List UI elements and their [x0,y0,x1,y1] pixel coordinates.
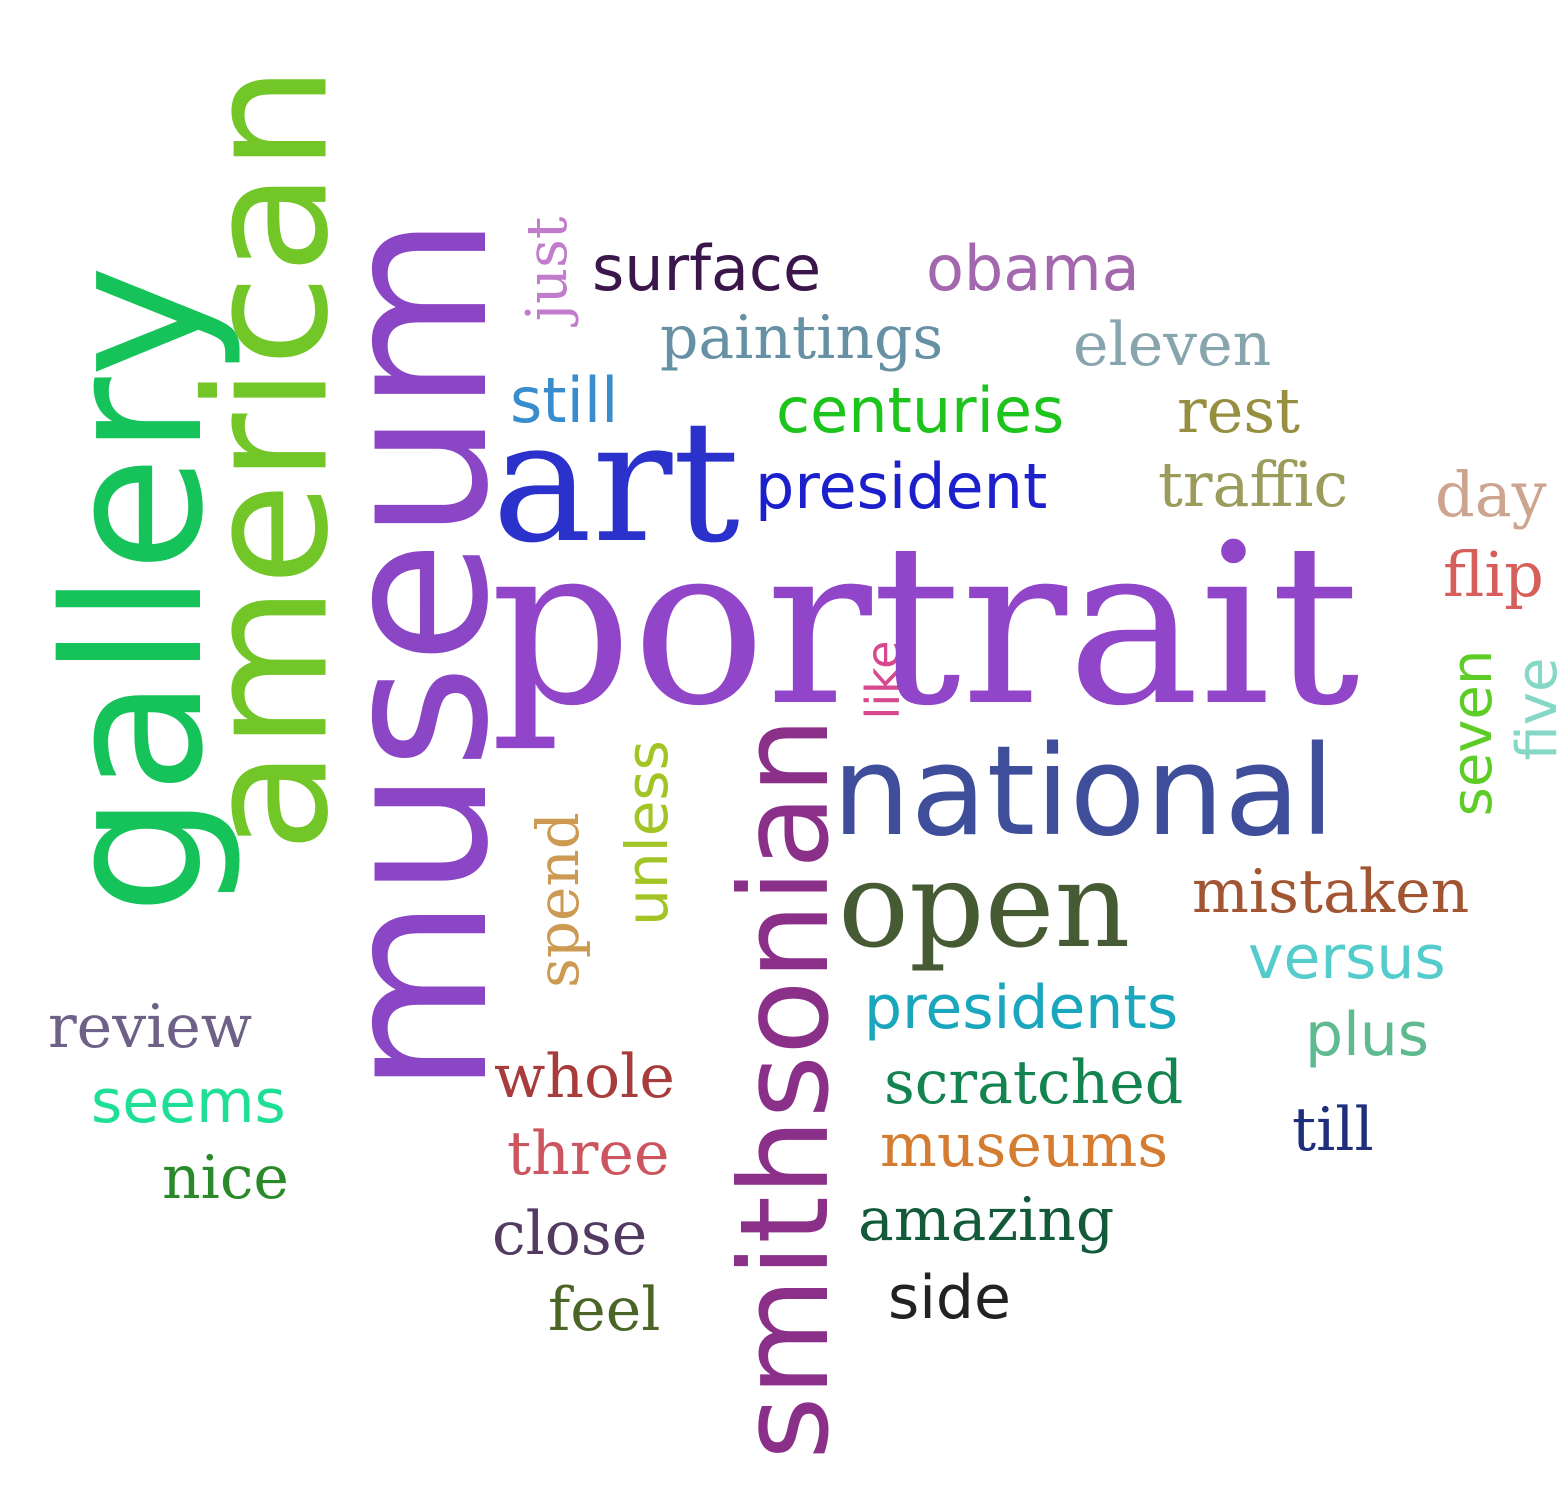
word-scratched: scratched [884,1048,1184,1118]
word-just: just [515,216,580,322]
word-portrait: portrait [490,497,1360,755]
word-close: close [492,1199,648,1269]
word-surface: surface [592,232,822,305]
word-traffic: traffic [1158,448,1349,521]
word-art: art [492,384,740,580]
word-centuries: centuries [776,374,1065,447]
word-plus: plus [1305,1000,1430,1070]
word-seems: seems [91,1067,286,1137]
word-still: still [510,364,619,437]
word-five: five [1505,657,1568,761]
word-museums: museums [880,1111,1169,1181]
word-amazing: amazing [858,1185,1115,1255]
word-eleven: eleven [1073,310,1272,380]
word-spend: spend [524,812,592,988]
word-national: national [832,720,1335,864]
word-open: open [838,836,1131,974]
word-versus: versus [1248,923,1446,993]
word-side: side [888,1263,1011,1333]
word-rest: rest [1177,374,1301,447]
word-feel: feel [548,1275,661,1345]
word-presidents: presidents [864,973,1179,1043]
word-president: president [755,450,1048,523]
word-till: till [1292,1095,1374,1165]
word-three: three [507,1119,670,1189]
word-mistaken: mistaken [1192,857,1470,927]
word-day: day [1435,458,1547,531]
word-seven: seven [1440,649,1505,817]
word-nice: nice [162,1143,289,1213]
word-whole: whole [494,1042,675,1112]
word-review: review [48,992,253,1062]
word-obama: obama [926,232,1140,305]
word-paintings: paintings [660,303,944,373]
word-flip: flip [1443,538,1544,611]
